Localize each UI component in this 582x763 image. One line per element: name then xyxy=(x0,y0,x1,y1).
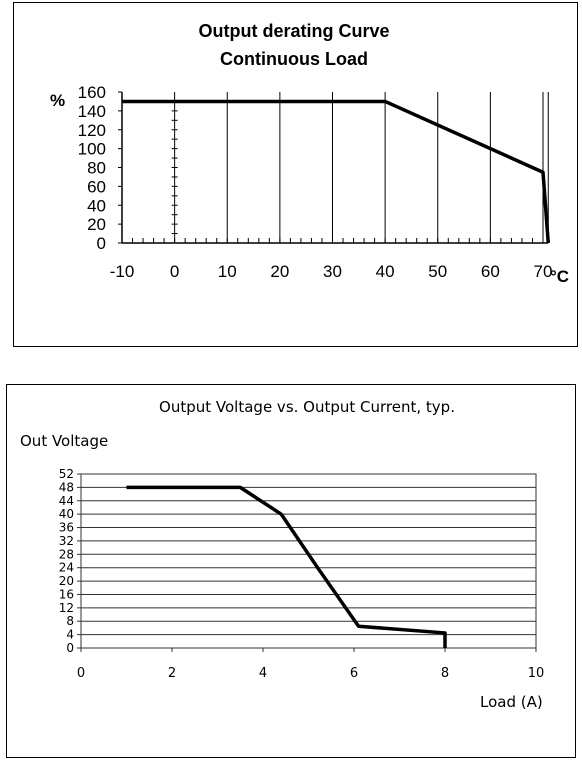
chart-title: Output derating Curve xyxy=(198,21,389,41)
y-tick-label: 36 xyxy=(59,521,74,535)
y-tick-label: 32 xyxy=(59,534,74,548)
y-tick-label: 8 xyxy=(66,614,74,628)
series-line xyxy=(126,485,447,648)
voltage-current-chart: Output Voltage vs. Output Current, typ. … xyxy=(20,398,545,711)
y-tick-label: 40 xyxy=(87,196,106,215)
x-tick-label: 70 xyxy=(534,262,553,281)
y-tick-label: 20 xyxy=(87,215,106,234)
x-tick-label: 2 xyxy=(168,666,176,681)
x-tick-label: 6 xyxy=(350,666,358,681)
y-tick-label: 48 xyxy=(59,480,74,494)
y-tick-label: 40 xyxy=(59,507,74,521)
y-tick-label: 100 xyxy=(78,140,106,159)
x-tick-label: 0 xyxy=(77,666,85,681)
y-tick-label: 0 xyxy=(97,234,106,253)
plot-border xyxy=(80,473,537,649)
x-tick-label: 0 xyxy=(170,262,179,281)
y-tick-label: 16 xyxy=(59,587,74,601)
derating-chart-panel: Output derating Curve Continuous Load % … xyxy=(13,2,578,347)
x-tick-label: 50 xyxy=(428,262,447,281)
y-tick-label: 120 xyxy=(78,121,106,140)
series-line xyxy=(122,99,551,244)
y-tick-label: 52 xyxy=(59,467,74,481)
x-axis-unit: °C xyxy=(550,267,569,286)
derating-chart: Output derating Curve Continuous Load % … xyxy=(50,21,569,286)
y-tick-label: 60 xyxy=(87,177,106,196)
x-tick-label: 8 xyxy=(441,666,449,681)
y-tick-label: 160 xyxy=(78,83,106,102)
y-tick-label: 4 xyxy=(66,628,74,642)
y-tick-label: 140 xyxy=(78,102,106,121)
y-tick-label: 24 xyxy=(59,561,74,575)
x-tick-label: 40 xyxy=(376,262,395,281)
chart-subtitle: Continuous Load xyxy=(220,49,368,69)
x-tick-label: 4 xyxy=(259,666,267,681)
y-tick-label: 20 xyxy=(59,574,74,588)
y-axis-label: Out Voltage xyxy=(20,432,108,450)
chart-title: Output Voltage vs. Output Current, typ. xyxy=(159,398,455,416)
x-tick-label: -10 xyxy=(110,262,135,281)
y-tick-label: 0 xyxy=(66,641,74,655)
x-tick-label: 20 xyxy=(270,262,289,281)
x-tick-label: 10 xyxy=(528,666,545,681)
x-tick-label: 30 xyxy=(323,262,342,281)
y-axis-label: % xyxy=(50,91,65,110)
x-axis-label: Load (A) xyxy=(480,693,543,711)
x-tick-label: 60 xyxy=(481,262,500,281)
y-tick-label: 80 xyxy=(87,159,106,178)
y-tick-label: 12 xyxy=(59,601,74,615)
y-tick-label: 44 xyxy=(59,494,74,508)
y-tick-label: 28 xyxy=(59,547,74,561)
x-tick-label: 10 xyxy=(218,262,237,281)
voltage-current-chart-panel: Output Voltage vs. Output Current, typ. … xyxy=(6,384,576,758)
